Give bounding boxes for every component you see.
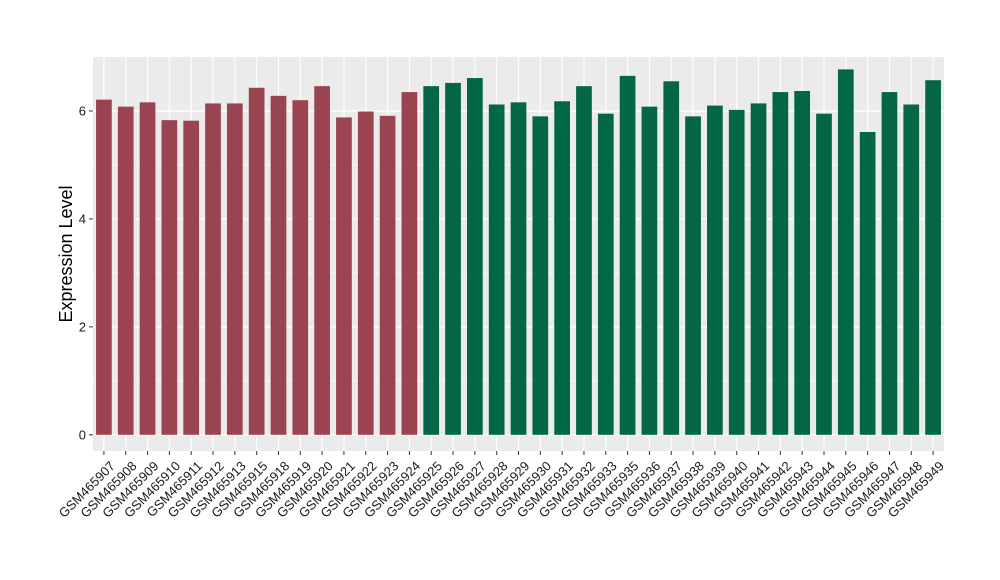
y-tick-label: 2 (79, 319, 86, 334)
bar-GSM465924 (401, 92, 418, 435)
bar-GSM465910 (161, 120, 178, 435)
bar-GSM465936 (641, 106, 658, 435)
y-tick-label: 6 (79, 103, 86, 118)
bar-GSM465931 (554, 101, 570, 435)
bar-GSM465938 (685, 116, 701, 435)
bar-GSM465932 (576, 86, 592, 435)
bar-GSM465929 (510, 102, 527, 435)
bar-GSM465918 (270, 95, 287, 435)
bar-GSM465942 (772, 92, 789, 435)
x-axis: GSM465907GSM465908GSM465909GSM465910GSM4… (56, 451, 947, 521)
bar-GSM465915 (248, 87, 265, 435)
bar-GSM465911 (183, 120, 200, 435)
bar-GSM465909 (139, 102, 156, 435)
bar-GSM465919 (292, 100, 309, 435)
bar-GSM465943 (794, 91, 811, 435)
bar-GSM465946 (859, 132, 876, 435)
bar-GSM465922 (357, 111, 374, 435)
bar-GSM465937 (663, 81, 680, 435)
bar-GSM465928 (488, 104, 505, 435)
y-axis-title: Expression Level (56, 185, 76, 322)
bar-GSM465944 (816, 113, 832, 435)
bar-GSM465925 (423, 86, 440, 435)
bar-GSM465947 (881, 92, 898, 435)
bar-GSM465940 (728, 109, 745, 435)
bar-GSM465949 (925, 80, 941, 435)
bar-GSM465921 (336, 117, 352, 435)
bar-GSM465920 (314, 86, 330, 435)
bar-GSM465908 (117, 106, 134, 435)
bar-GSM465939 (707, 105, 723, 435)
y-tick-label: 4 (79, 211, 86, 226)
bar-GSM465923 (379, 115, 396, 435)
bar-GSM465933 (597, 113, 614, 435)
bar-GSM465930 (532, 116, 549, 435)
bar-GSM465907 (96, 99, 112, 435)
bar-GSM465926 (445, 82, 461, 435)
bars (96, 69, 941, 435)
bar-GSM465912 (205, 103, 221, 435)
bar-GSM465948 (903, 104, 920, 435)
y-axis: 0 2 4 6 (79, 103, 93, 442)
y-tick-label: 0 (79, 427, 86, 442)
bar-GSM465927 (467, 78, 483, 435)
bar-GSM465935 (619, 75, 636, 435)
bar-GSM465945 (837, 69, 854, 435)
bar-GSM465913 (226, 103, 243, 435)
bar-GSM465941 (750, 103, 767, 435)
